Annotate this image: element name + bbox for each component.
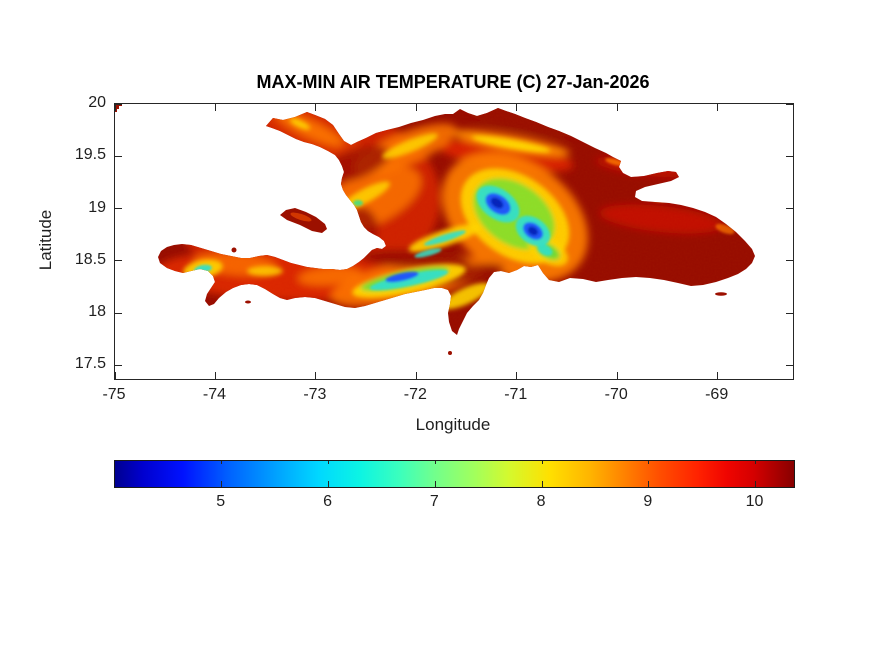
colorbar-tick <box>648 481 650 487</box>
colorbar-tick <box>755 481 757 487</box>
x-tick-label: -75 <box>102 386 126 403</box>
y-tick <box>115 364 122 366</box>
corner-land-fragment <box>115 104 122 112</box>
x-tick-label: -69 <box>705 386 729 403</box>
x-tick <box>315 372 317 379</box>
y-tick-label: 19 <box>88 198 106 216</box>
y-tick-right <box>786 103 793 105</box>
y-tick-right <box>786 208 793 210</box>
colorbar-tick <box>328 481 330 487</box>
y-tick <box>115 260 122 262</box>
colorbar-tick <box>434 481 436 487</box>
colorbar-tick-label: 7 <box>429 493 439 510</box>
y-tick-label: 18.5 <box>74 250 106 268</box>
x-tick-label: -74 <box>202 386 226 403</box>
x-tick <box>114 372 116 379</box>
x-tick-label: -70 <box>604 386 628 403</box>
x-tick <box>616 372 618 379</box>
colorbar-tick-top <box>755 461 757 464</box>
y-tick <box>115 312 122 314</box>
x-tick-top <box>214 104 216 111</box>
ile-a-vache-islet <box>245 300 251 304</box>
y-tick-label: 18 <box>88 303 106 321</box>
colorbar-tick-top <box>328 461 330 464</box>
colorbar-tick-label: 5 <box>216 493 226 510</box>
y-tick-right <box>786 312 793 314</box>
x-tick-label: -73 <box>303 386 327 403</box>
gonave-island-highlight <box>290 212 312 222</box>
colorbar-tick <box>541 481 543 487</box>
x-tick-top <box>616 104 618 111</box>
y-tick-label: 19.5 <box>74 146 106 164</box>
colorbar-tick-label: 10 <box>745 493 764 510</box>
x-tick-top <box>717 104 719 111</box>
y-tick <box>115 155 122 157</box>
y-tick-right <box>786 260 793 262</box>
hispaniola-heatmap <box>115 104 755 355</box>
y-tick-label: 17.5 <box>74 355 106 373</box>
x-tick <box>717 372 719 379</box>
colorbar-tick-top <box>434 461 436 464</box>
offshore-islets <box>115 104 727 355</box>
colorbar-tick-label: 8 <box>536 493 546 510</box>
y-tick-label: 20 <box>88 94 106 111</box>
beata-islet <box>448 351 452 355</box>
chart-title: MAX-MIN AIR TEMPERATURE (C) 27-Jan-2026 <box>256 72 650 92</box>
saona-islet <box>715 292 727 296</box>
x-tick-top <box>114 104 116 111</box>
x-tick-top <box>516 104 518 111</box>
colorbar-tick-top <box>648 461 650 464</box>
y-tick <box>115 103 122 105</box>
y-tick <box>115 208 122 210</box>
colorbar-tick-label: 6 <box>323 493 332 510</box>
y-tick-right <box>786 364 793 366</box>
cayemite-islet <box>231 247 237 253</box>
colorbar-tick-top <box>541 461 543 464</box>
x-tick <box>214 372 216 379</box>
colorbar-tick-label: 9 <box>643 493 653 510</box>
heatmap-noise-texture <box>158 108 755 335</box>
x-tick-label: -71 <box>504 386 528 403</box>
x-axis-label: Longitude <box>415 415 491 434</box>
x-tick <box>516 372 518 379</box>
x-tick-top <box>315 104 317 111</box>
colorbar-tick-top <box>221 461 223 464</box>
x-tick-top <box>415 104 417 111</box>
x-tick <box>415 372 417 379</box>
x-tick-label: -72 <box>403 386 427 403</box>
colorbar <box>114 460 795 488</box>
plot-area <box>114 103 794 380</box>
y-tick-right <box>786 155 793 157</box>
island-hispaniola <box>115 104 755 355</box>
colorbar-tick <box>221 481 223 487</box>
